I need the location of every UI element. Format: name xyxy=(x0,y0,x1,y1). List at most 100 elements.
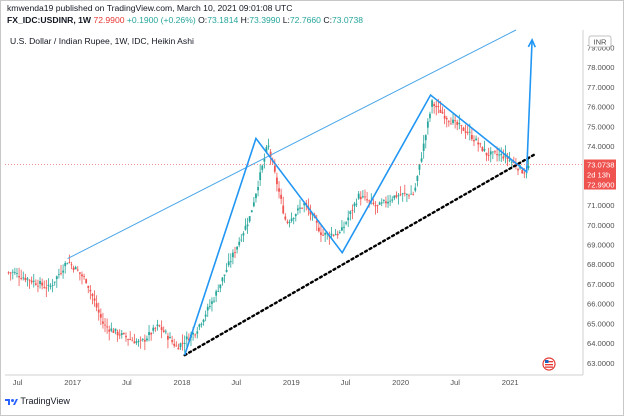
candle-body xyxy=(389,200,392,202)
candle-body xyxy=(361,196,364,198)
x-tick-label: 2017 xyxy=(64,378,81,387)
candle-body xyxy=(357,193,360,199)
candle-body xyxy=(32,280,35,282)
candle-body xyxy=(460,125,463,126)
candle-body xyxy=(51,285,54,286)
candle-body xyxy=(11,271,14,273)
candle-body xyxy=(397,195,400,197)
candle-body xyxy=(93,298,96,301)
candle-body xyxy=(13,272,16,274)
candle-body xyxy=(351,210,354,211)
candle-body xyxy=(309,211,312,215)
candle-body xyxy=(137,340,140,342)
candle-body xyxy=(232,252,234,258)
candles-group xyxy=(7,98,530,353)
y-tick-label: 64.0000 xyxy=(587,339,614,348)
candle-body xyxy=(391,199,394,201)
candle-body xyxy=(498,154,501,156)
candle-body xyxy=(286,221,289,223)
candle-body xyxy=(368,200,371,202)
candle-body xyxy=(158,325,161,327)
candle-body xyxy=(133,341,136,344)
candle-body xyxy=(120,333,123,335)
candle-body xyxy=(64,263,67,267)
candle-body xyxy=(148,332,150,336)
upper-trendline[interactable] xyxy=(67,29,517,260)
y-tick-label: 78.0000 xyxy=(587,63,614,72)
candle-body xyxy=(521,170,524,174)
y-tick-label: 70.0000 xyxy=(587,221,614,230)
candle-body xyxy=(225,269,228,272)
candle-body xyxy=(20,278,23,279)
candle-body xyxy=(196,331,199,334)
candle-body xyxy=(227,261,230,266)
candle-body xyxy=(99,314,102,318)
candle-body xyxy=(481,147,484,152)
candle-body xyxy=(359,196,362,200)
candle-body xyxy=(68,262,71,263)
candle-body xyxy=(39,281,41,285)
candle-body xyxy=(378,202,381,205)
candle-body xyxy=(114,328,117,331)
candle-body xyxy=(447,121,450,123)
us-flag-event-icon[interactable] xyxy=(542,357,556,371)
candle-body xyxy=(380,202,383,204)
x-tick-label: 2018 xyxy=(174,378,191,387)
candle-body xyxy=(422,143,425,151)
candle-body xyxy=(294,214,297,217)
candle-body xyxy=(315,220,318,223)
candle-body xyxy=(129,339,132,340)
candle-body xyxy=(406,194,408,195)
candle-body xyxy=(372,202,375,205)
candle-body xyxy=(349,211,352,215)
candle-body xyxy=(45,287,48,289)
candle-body xyxy=(95,303,98,308)
candle-body xyxy=(74,267,77,270)
candle-body xyxy=(213,300,215,302)
candle-body xyxy=(34,283,37,285)
candle-body xyxy=(122,333,125,334)
candle-body xyxy=(456,121,459,125)
candle-body xyxy=(255,193,257,199)
candle-body xyxy=(489,151,492,155)
candle-body xyxy=(152,327,155,331)
candle-body xyxy=(208,306,211,308)
support-trendline[interactable] xyxy=(183,152,537,357)
candle-body xyxy=(502,156,505,159)
candle-body xyxy=(355,203,358,205)
open-label: O: xyxy=(198,15,208,25)
price-label-text: 72.9900 xyxy=(587,181,614,190)
candle-body xyxy=(299,207,301,209)
candle-body xyxy=(338,231,341,233)
candle-body xyxy=(443,115,446,119)
y-tick-label: 68.0000 xyxy=(587,260,614,269)
candle-body xyxy=(508,159,511,161)
candle-body xyxy=(7,272,10,274)
candle-body xyxy=(181,342,184,344)
candle-body xyxy=(334,234,337,236)
candle-body xyxy=(395,195,398,198)
close-value: 73.0738 xyxy=(331,15,364,25)
candle-body xyxy=(454,120,457,122)
high-label: H: xyxy=(240,15,250,25)
candle-body xyxy=(175,345,178,347)
candle-body xyxy=(177,347,180,350)
currency-badge[interactable]: INR xyxy=(588,35,612,48)
candle-body xyxy=(28,279,31,281)
candle-body xyxy=(219,284,222,289)
candle-body xyxy=(435,105,438,108)
symbol-label: FX_IDC:USDINR, 1W xyxy=(7,15,92,25)
candle-body xyxy=(223,274,226,276)
candle-body xyxy=(420,158,423,162)
x-tick-label: 2019 xyxy=(283,378,300,387)
candle-body xyxy=(146,338,148,341)
candle-body xyxy=(240,239,243,241)
candle-body xyxy=(485,152,488,156)
candle-body xyxy=(412,193,415,195)
candle-body xyxy=(416,175,419,181)
candle-body xyxy=(160,327,163,331)
candle-body xyxy=(452,119,454,123)
candle-body xyxy=(173,343,176,346)
zigzag-path[interactable] xyxy=(183,39,533,356)
